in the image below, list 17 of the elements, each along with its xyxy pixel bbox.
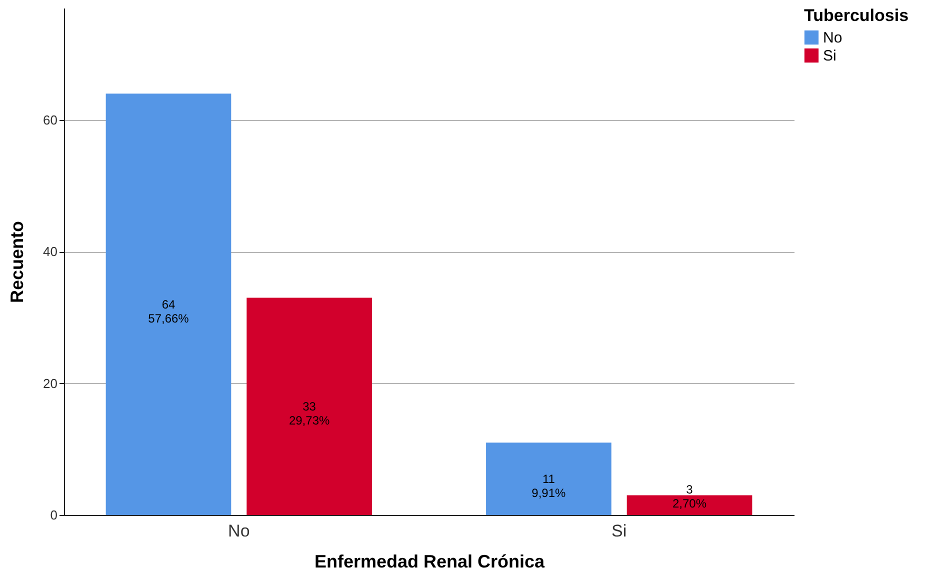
data-label: 33 29,73% xyxy=(288,399,330,428)
bar xyxy=(626,495,752,515)
data-label: 64 57,66% xyxy=(148,297,190,326)
bar xyxy=(246,298,372,515)
data-label: 11 9,91% xyxy=(532,472,566,500)
bar xyxy=(486,442,612,515)
y-tick-label: 60 xyxy=(43,112,58,128)
y-tick-label: 20 xyxy=(43,376,58,391)
y-tick-label: 0 xyxy=(50,508,58,522)
legend-label: Si xyxy=(823,48,836,64)
bar xyxy=(106,94,232,515)
data-label: 3 2,70% xyxy=(672,482,707,511)
x-axis-title: Enfermedad Renal Crónica xyxy=(314,552,546,572)
y-axis-title: Recuento xyxy=(7,220,28,304)
y-tick-label: 40 xyxy=(43,244,58,260)
legend-label: No xyxy=(823,30,842,46)
legend-title: Tuberculosis xyxy=(804,6,909,25)
